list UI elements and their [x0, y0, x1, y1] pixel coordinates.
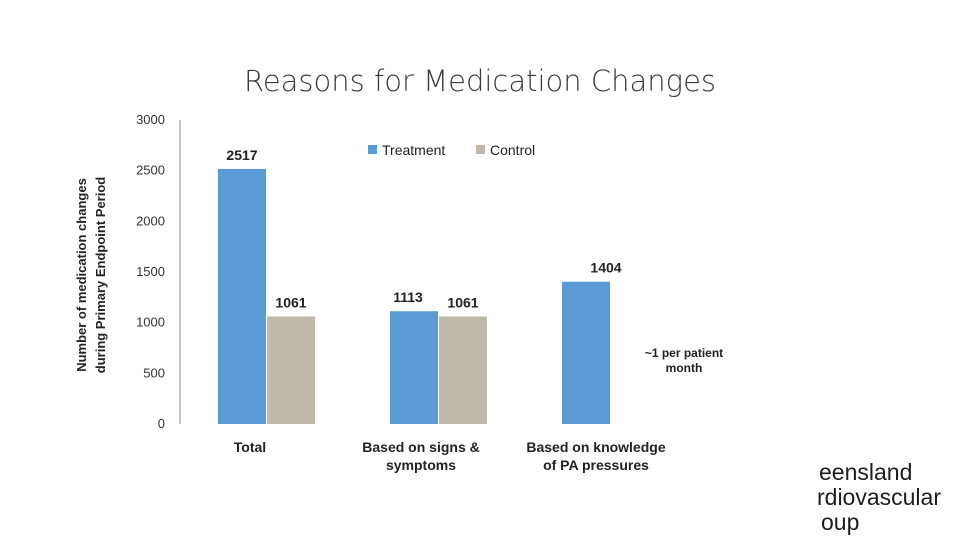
- y-tick-label: 2500: [136, 163, 165, 178]
- org-text-line-2: rdiovascular: [817, 484, 941, 510]
- bar-treatment-2: [562, 281, 610, 424]
- legend-swatch-control: [476, 145, 485, 154]
- y-tick-label: 1500: [136, 264, 165, 279]
- data-label-control-0: 1061: [275, 294, 306, 310]
- y-tick-label: 3000: [136, 112, 165, 127]
- org-text-line-3: oup: [821, 509, 859, 535]
- legend-label-treatment: Treatment: [382, 142, 445, 158]
- data-label-control-1: 1061: [447, 294, 478, 310]
- data-label-treatment-0: 2517: [226, 147, 257, 163]
- bar-control-1: [439, 316, 487, 424]
- y-axis-label-line-1: Number of medication changes: [74, 178, 89, 372]
- y-tick-label: 1000: [136, 315, 165, 330]
- annotation-note: ~1 per patient month: [645, 346, 723, 375]
- y-axis-ticks: 0 500 1000 1500 2000 2500 3000: [136, 112, 165, 431]
- y-axis-label: Number of medication changes during Prim…: [74, 177, 108, 374]
- y-tick-label: 500: [143, 365, 165, 380]
- category-labels: Total Based on signs & symptoms Based on kn…: [234, 439, 666, 473]
- organization-logo-text: eensland rdiovascular oup: [817, 459, 941, 535]
- category-label-2: Based on knowledge: [526, 439, 665, 455]
- bar-control-0: [267, 316, 315, 424]
- y-tick-label: 0: [158, 416, 165, 431]
- chart-title: Reasons for Medication Changes: [244, 64, 716, 98]
- legend: Treatment Control: [368, 142, 535, 158]
- annotation-line-1: ~1 per patient: [645, 346, 723, 360]
- legend-label-control: Control: [490, 142, 535, 158]
- category-label-2: of PA pressures: [543, 457, 649, 473]
- legend-swatch-treatment: [368, 145, 377, 154]
- category-label-1: Based on signs &: [362, 439, 479, 455]
- bar-treatment-1: [390, 311, 438, 424]
- category-label-1: symptoms: [386, 457, 456, 473]
- category-label-0: Total: [234, 439, 266, 455]
- y-axis-label-line-2: during Primary Endpoint Period: [93, 177, 108, 374]
- y-tick-label: 2000: [136, 213, 165, 228]
- bar-treatment-0: [218, 168, 266, 424]
- org-text-line-1: eensland: [819, 459, 912, 485]
- bars: [218, 168, 610, 424]
- data-label-treatment-1: 1113: [393, 289, 423, 305]
- data-labels: 2517 1061 1113 1061 1404: [226, 147, 621, 311]
- annotation-line-2: month: [666, 361, 703, 375]
- data-label-treatment-2: 1404: [590, 260, 621, 276]
